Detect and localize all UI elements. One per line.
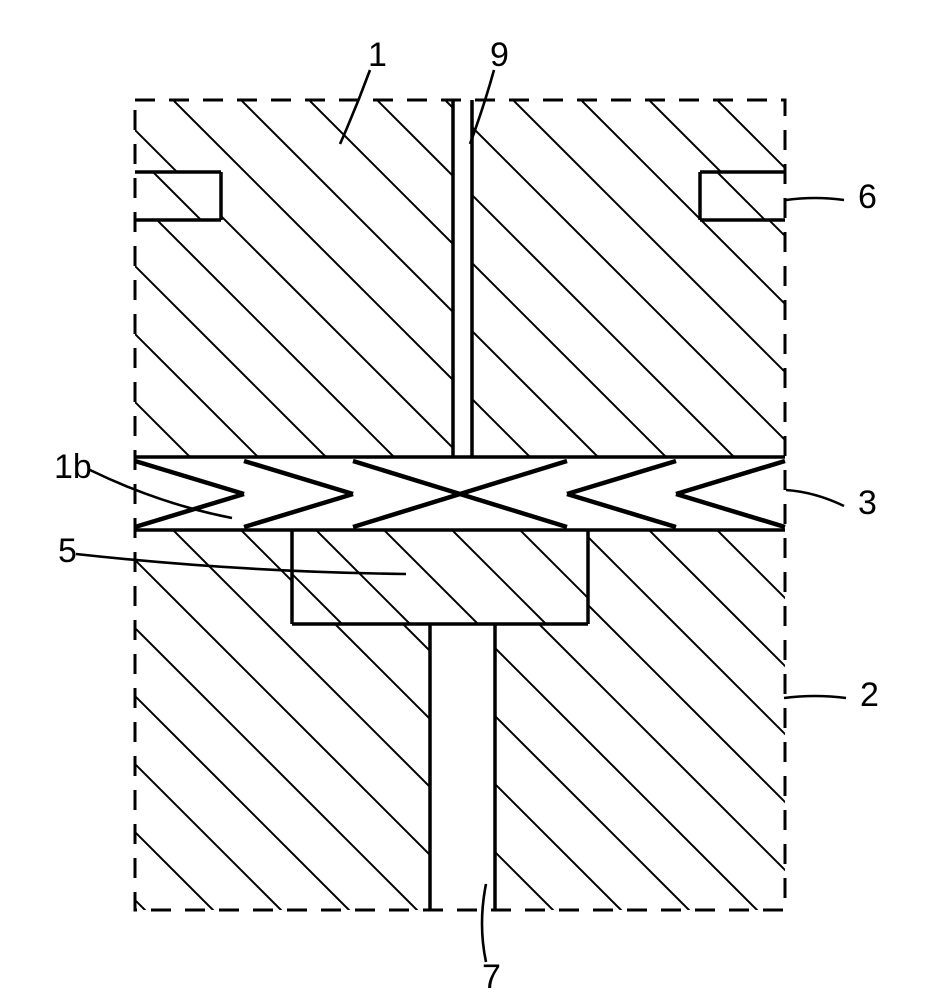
leader-3 bbox=[786, 490, 844, 506]
label-2: 2 bbox=[860, 676, 879, 714]
label-1b: 1b bbox=[54, 448, 92, 486]
leader-2 bbox=[784, 696, 846, 698]
label-7: 7 bbox=[482, 958, 501, 996]
label-1: 1 bbox=[368, 36, 387, 74]
chevron-band bbox=[135, 457, 785, 530]
label-6: 6 bbox=[858, 178, 877, 216]
label-9: 9 bbox=[490, 36, 509, 74]
label-3: 3 bbox=[858, 484, 877, 522]
leader-6 bbox=[786, 198, 844, 200]
diagram-svg: 1 2 3 5 6 7 9 1b bbox=[0, 0, 944, 1000]
label-5: 5 bbox=[58, 532, 77, 570]
diagram-container: { "canvas": { "width": 944, "height": 10… bbox=[0, 0, 944, 1000]
